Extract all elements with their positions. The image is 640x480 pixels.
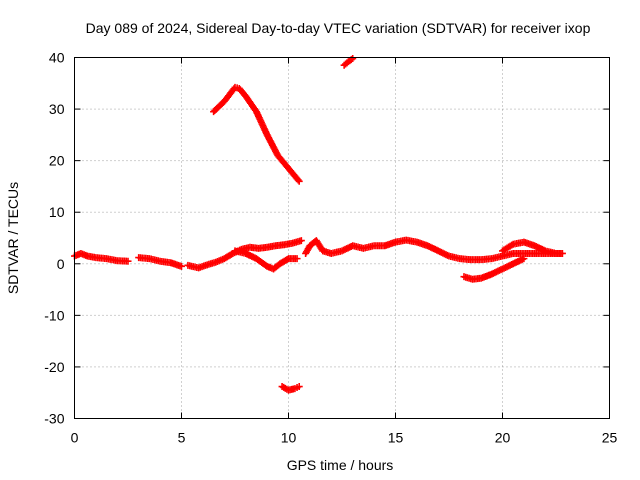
axis-ticks: 0 5 10 15 20 25 -30 -20 -10 0 10 20 30 40 [44, 50, 617, 446]
y-axis-label: SDTVAR / TECUs [5, 182, 21, 294]
series-track-h [302, 236, 566, 264]
data-points [71, 55, 566, 394]
x-tick-label: 25 [602, 430, 618, 446]
chart-title: Day 089 of 2024, Sidereal Day-to-day VTE… [86, 20, 591, 36]
x-tick-label: 20 [495, 430, 511, 446]
data-point [293, 255, 301, 263]
data-point [508, 241, 516, 249]
series-track-a [71, 249, 132, 265]
series-track-j [499, 238, 560, 257]
data-point [552, 249, 560, 257]
y-tick-label: -20 [44, 359, 64, 375]
data-point [297, 237, 305, 245]
series-track-e [210, 83, 303, 185]
data-point [295, 383, 303, 391]
series-track-g [278, 383, 303, 394]
y-tick-label: 30 [49, 101, 65, 117]
x-axis-label: GPS time / hours [287, 457, 394, 473]
data-point [295, 177, 303, 185]
series-track-i [460, 255, 528, 283]
series-track-c [184, 237, 305, 272]
series-track-b [135, 254, 185, 270]
data-point [283, 255, 291, 263]
data-point [349, 55, 357, 63]
data-point [520, 255, 528, 263]
y-tick-label: 40 [49, 50, 65, 66]
x-tick-label: 5 [178, 430, 186, 446]
x-tick-label: 0 [71, 430, 79, 446]
x-tick-label: 10 [281, 430, 297, 446]
grid [74, 57, 610, 419]
y-tick-label: 20 [49, 153, 65, 169]
series-track-f [340, 55, 357, 69]
y-tick-label: 10 [49, 204, 65, 220]
plot-frame [74, 57, 610, 419]
data-point [124, 257, 132, 265]
y-tick-label: -10 [44, 307, 64, 323]
y-tick-label: -30 [44, 411, 64, 427]
x-tick-label: 15 [388, 430, 404, 446]
series-track-d [231, 247, 301, 273]
data-point [558, 249, 566, 257]
data-point [294, 176, 302, 184]
y-tick-label: 0 [57, 256, 65, 272]
data-point [178, 262, 185, 270]
